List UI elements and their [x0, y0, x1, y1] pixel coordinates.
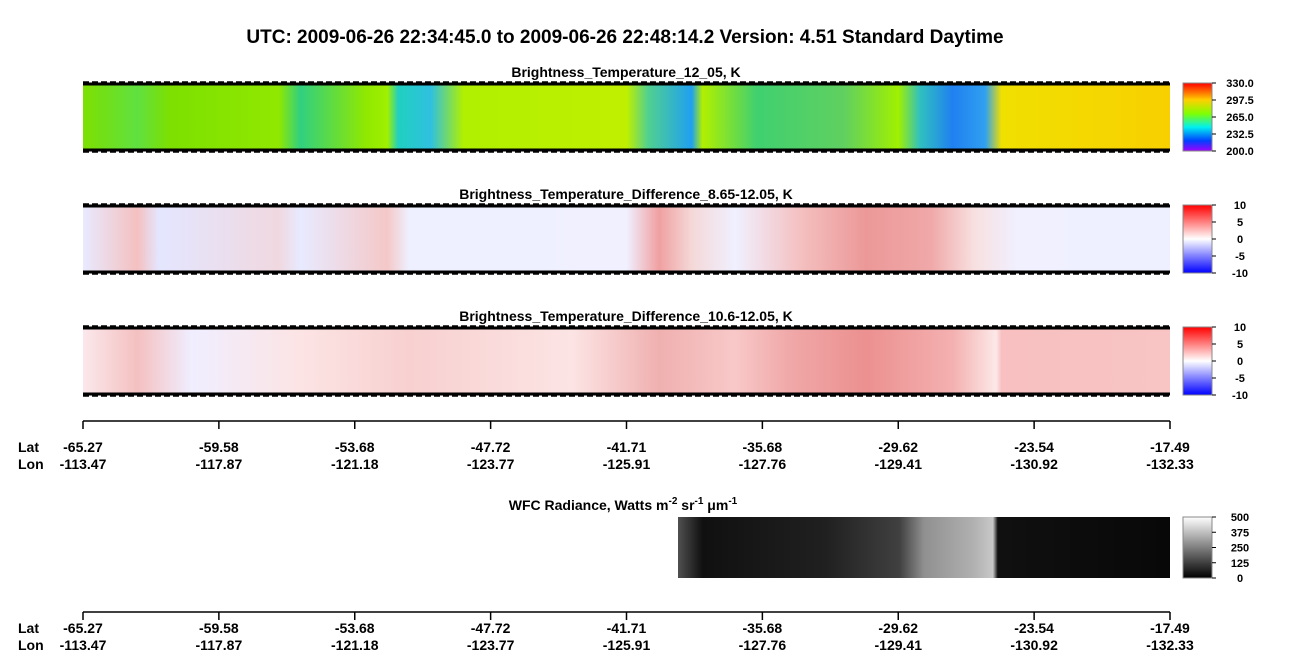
lon-label: -123.77: [467, 637, 515, 653]
colorbar-label: 200.0: [1226, 146, 1254, 158]
lat-label: -23.54: [1014, 620, 1054, 636]
lon-label: -129.41: [875, 637, 923, 653]
axis-label: Lon: [18, 637, 44, 653]
colorbar-label: -10: [1232, 390, 1248, 402]
lat-label: -41.71: [607, 620, 647, 636]
panel-title: Brightness_Temperature_Difference_10.6-1…: [459, 308, 793, 324]
lon-label: -132.33: [1146, 456, 1194, 472]
lat-label: -23.54: [1014, 439, 1054, 455]
lon-label: -130.92: [1010, 456, 1058, 472]
lat-label: -29.62: [878, 620, 918, 636]
lon-label: -130.92: [1010, 637, 1058, 653]
lon-label: -117.87: [196, 637, 243, 653]
wfc-strip: [678, 517, 1170, 578]
colorbar-label: -10: [1232, 268, 1248, 280]
lon-label: -121.18: [331, 637, 379, 653]
superscript: -1: [728, 496, 737, 507]
lon-label: -127.76: [739, 637, 787, 653]
axis-label: Lat: [18, 439, 39, 455]
bt-strip: [83, 84, 1170, 150]
title-part: sr: [677, 497, 695, 513]
title-part: WFC Radiance, Watts m: [509, 497, 669, 513]
colorbar-label: -5: [1235, 373, 1245, 385]
btd-strip: [83, 206, 1170, 272]
colorbar-label: 297.5: [1226, 95, 1254, 107]
colorbar: [1182, 326, 1213, 396]
lon-label: -121.18: [331, 456, 379, 472]
colorbar-label: 232.5: [1226, 129, 1254, 141]
lat-label: -65.27: [63, 620, 103, 636]
colorbar-label: 265.0: [1226, 112, 1254, 124]
colorbar-label: 0: [1237, 573, 1243, 585]
colorbar: [1182, 204, 1213, 274]
panel-title: Brightness_Temperature_12_05, K: [511, 64, 740, 80]
superscript: -1: [695, 496, 704, 507]
colorbar: [1182, 82, 1213, 152]
page-title: UTC: 2009-06-26 22:34:45.0 to 2009-06-26…: [246, 27, 1003, 48]
lat-label: -47.72: [471, 620, 511, 636]
lon-label: -113.47: [60, 456, 107, 472]
title-part: μm: [703, 497, 728, 513]
lat-label: -35.68: [743, 439, 783, 455]
colorbar-label: 330.0: [1226, 78, 1254, 90]
colorbar-label: 5: [1237, 217, 1243, 229]
lat-label: -47.72: [471, 439, 511, 455]
colorbar-label: 250: [1231, 543, 1249, 555]
lat-label: -17.49: [1150, 620, 1190, 636]
colorbar-label: 125: [1231, 558, 1249, 570]
colorbar-label: 375: [1231, 527, 1249, 539]
lon-label: -125.91: [603, 637, 651, 653]
colorbar: [1182, 516, 1213, 579]
lon-label: -123.77: [467, 456, 515, 472]
lon-label: -113.47: [60, 637, 107, 653]
colorbar-label: 5: [1237, 339, 1243, 351]
axis-label: Lat: [18, 620, 39, 636]
superscript: -2: [668, 496, 677, 507]
colorbar-label: 10: [1234, 200, 1246, 212]
lat-label: -29.62: [878, 439, 918, 455]
lon-label: -117.87: [196, 456, 243, 472]
axis-label: Lon: [18, 456, 44, 472]
colorbar-label: 0: [1237, 356, 1243, 368]
lat-label: -53.68: [335, 439, 375, 455]
panel-title: Brightness_Temperature_Difference_8.65-1…: [459, 186, 793, 202]
lat-label: -35.68: [743, 620, 783, 636]
lon-label: -125.91: [603, 456, 651, 472]
colorbar-label: -5: [1235, 251, 1245, 263]
lat-label: -17.49: [1150, 439, 1190, 455]
lon-label: -127.76: [739, 456, 787, 472]
colorbar-label: 0: [1237, 234, 1243, 246]
lon-label: -129.41: [875, 456, 923, 472]
lat-label: -65.27: [63, 439, 103, 455]
lon-label: -132.33: [1146, 637, 1194, 653]
btd-strip: [83, 328, 1170, 394]
lat-label: -41.71: [607, 439, 647, 455]
wfc-title: WFC Radiance, Watts m-2 sr-1 μm-1: [509, 496, 738, 513]
colorbar-label: 10: [1234, 322, 1246, 334]
lat-label: -53.68: [335, 620, 375, 636]
lat-label: -59.58: [199, 439, 239, 455]
lat-label: -59.58: [199, 620, 239, 636]
colorbar-label: 500: [1231, 512, 1249, 524]
